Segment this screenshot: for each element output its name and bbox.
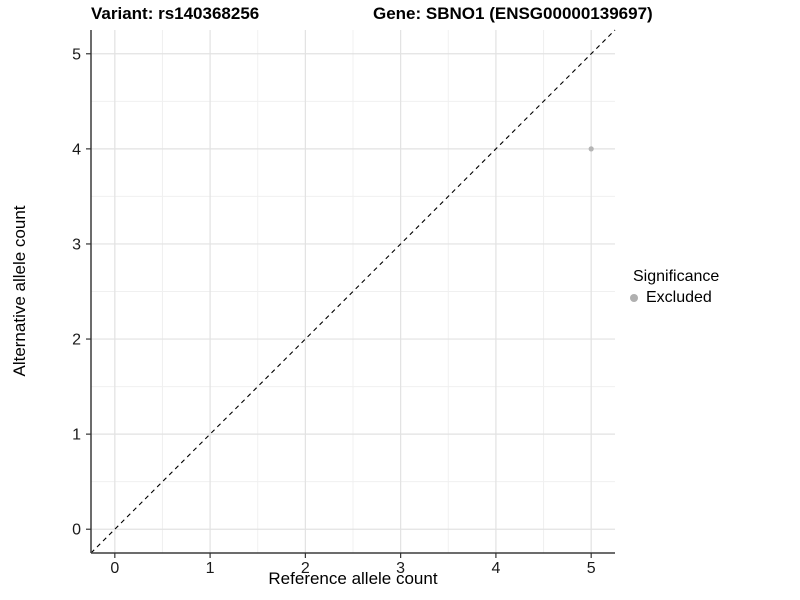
x-axis-label: Reference allele count — [268, 569, 438, 588]
legend: Significance Excluded — [630, 268, 719, 307]
excluded-point-icon — [630, 294, 638, 302]
y-tick-label: 2 — [72, 332, 81, 349]
data-point — [588, 146, 594, 152]
gene-title: Gene: SBNO1 (ENSG00000139697) — [373, 4, 653, 23]
x-tick-label: 5 — [587, 560, 596, 577]
y-tick-label: 3 — [72, 236, 81, 253]
x-tick-label: 2 — [301, 560, 310, 577]
legend-item-excluded: Excluded — [630, 289, 719, 307]
legend-title: Significance — [633, 268, 720, 285]
y-tick-label: 0 — [72, 522, 81, 539]
identity-reference-line — [90, 29, 616, 554]
legend-item-label: Excluded — [646, 289, 712, 306]
x-tick-label: 0 — [110, 560, 119, 577]
x-tick-label: 3 — [396, 560, 405, 577]
x-tick-label: 1 — [206, 560, 215, 577]
variant-title: Variant: rs140368256 — [91, 4, 260, 23]
y-axis-label: Alternative allele count — [10, 205, 29, 377]
y-tick-label: 5 — [72, 46, 81, 63]
y-tick-label: 1 — [72, 427, 81, 444]
x-tick-label: 4 — [491, 560, 500, 577]
y-tick-label: 4 — [72, 141, 81, 158]
